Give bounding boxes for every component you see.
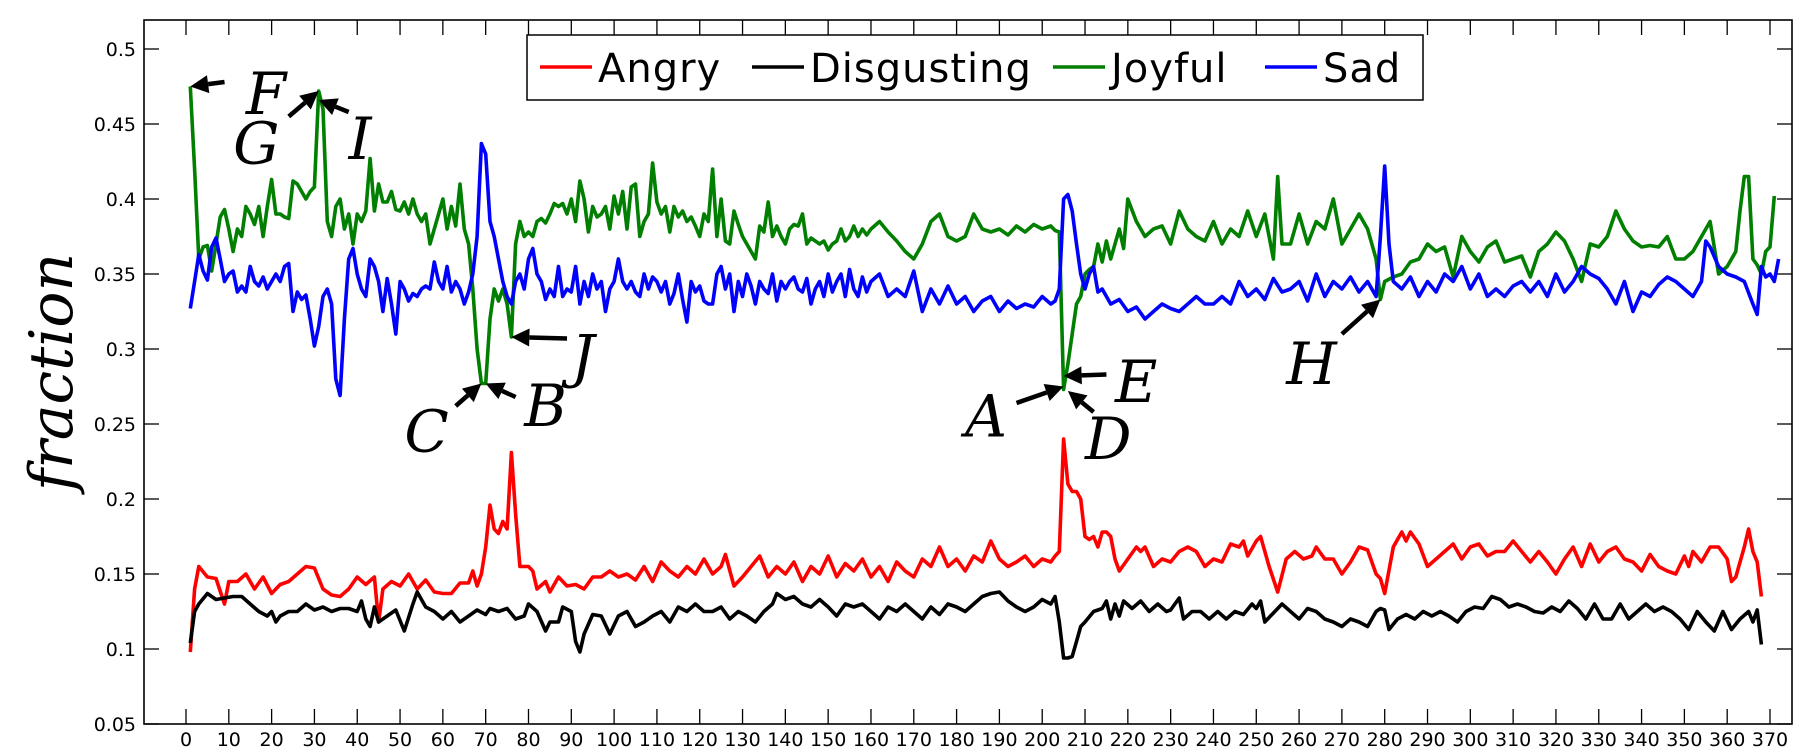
x-tick-label: 240 <box>1195 729 1231 749</box>
x-tick-label: 110 <box>639 729 675 749</box>
annotation-label-i: I <box>348 105 373 173</box>
x-tick-label: 230 <box>1153 729 1189 749</box>
x-tick-label: 10 <box>217 729 241 749</box>
y-tick-label: 0.15 <box>94 564 136 586</box>
x-tick-label: 70 <box>474 729 498 749</box>
x-tick-label: 80 <box>516 729 540 749</box>
legend: Angry Disgusting Joyful Sad <box>526 34 1424 101</box>
x-tick-label: 150 <box>810 729 846 749</box>
x-tick-label: 60 <box>431 729 455 749</box>
x-tick-label: 340 <box>1623 729 1659 749</box>
x-tick-label: 20 <box>260 729 284 749</box>
x-tick-label: 50 <box>388 729 412 749</box>
x-tick-label: 310 <box>1495 729 1531 749</box>
y-axis-ticks: 0.05 0.1 0.15 0.2 0.25 0.3 0.35 0.4 0.45 0.5 <box>94 39 1792 736</box>
annotation-label-b: B <box>523 372 567 440</box>
arrow-head-icon <box>318 98 339 116</box>
annotation-arrow <box>454 393 470 408</box>
annotation-arrow <box>1015 390 1048 406</box>
annotation-label-f: F <box>245 60 288 128</box>
x-tick-label: 90 <box>559 729 583 749</box>
x-tick-label: 260 <box>1281 729 1317 749</box>
x-tick-label: 280 <box>1367 729 1403 749</box>
y-tick-label: 0.1 <box>106 639 136 661</box>
y-tick-label: 0.2 <box>106 489 136 511</box>
annotation-label-a: A <box>960 383 1007 451</box>
y-axis-label: fraction <box>17 253 87 495</box>
x-tick-label: 130 <box>724 729 760 749</box>
arrow-head-icon <box>299 91 319 110</box>
x-tick-label: 100 <box>596 729 632 749</box>
x-tick-label: 180 <box>938 729 974 749</box>
annotation-arrow <box>287 100 307 119</box>
x-tick-label: 200 <box>1024 729 1060 749</box>
annotation-label-c: C <box>404 398 448 466</box>
x-tick-label: 330 <box>1581 729 1617 749</box>
annotation-label-h: H <box>1285 330 1338 398</box>
x-tick-label: 370 <box>1752 729 1788 749</box>
arrow-head-icon <box>485 382 506 400</box>
annotation-arrow <box>1340 309 1369 336</box>
x-tick-label: 220 <box>1110 729 1146 749</box>
series-disgusting <box>188 590 1764 660</box>
arrow-head-icon <box>1067 391 1088 410</box>
x-tick-label: 320 <box>1538 729 1574 749</box>
y-tick-label: 0.25 <box>94 414 136 436</box>
x-tick-label: 270 <box>1324 729 1360 749</box>
x-tick-label: 40 <box>345 729 369 749</box>
plot-frame <box>143 19 1793 725</box>
annotation-arrow <box>334 104 350 115</box>
arrow-head-icon <box>511 328 530 347</box>
y-tick-label: 0.4 <box>106 189 136 211</box>
y-tick-label: 0.3 <box>106 339 136 361</box>
series-sad <box>188 141 1781 398</box>
axes-frame <box>143 19 1793 725</box>
x-tick-label: 300 <box>1452 729 1488 749</box>
x-tick-label: 250 <box>1238 729 1274 749</box>
y-tick-label: 0.45 <box>94 114 136 136</box>
arrow-head-icon <box>1063 366 1082 385</box>
annotations: FG IJC B EA DH <box>190 60 1381 473</box>
x-tick-label: 360 <box>1709 729 1745 749</box>
annotation-arrow <box>207 79 225 87</box>
series-lines <box>188 86 1781 660</box>
series-angry <box>188 437 1764 653</box>
x-tick-label: 140 <box>767 729 803 749</box>
x-axis-ticks: 0 10 20 30 40 50 60 70 80 90 100 110 120 130 140 150 160… <box>180 20 1788 749</box>
x-tick-label: 210 <box>1067 729 1103 749</box>
legend-label-angry: Angry <box>598 46 721 92</box>
annotation-arrow <box>1081 372 1107 378</box>
arrow-head-icon <box>190 75 210 94</box>
annotation-label-e: E <box>1114 348 1157 416</box>
legend-label-disgusting: Disgusting <box>810 46 1032 92</box>
x-tick-label: 290 <box>1409 729 1445 749</box>
arrow-head-icon <box>1043 383 1064 401</box>
y-tick-label: 0.5 <box>106 39 136 61</box>
annotation-arrow <box>1080 400 1096 414</box>
arrow-head-icon <box>1361 299 1381 319</box>
x-tick-label: 0 <box>180 729 192 749</box>
y-tick-label: 0.35 <box>94 264 136 286</box>
legend-label-sad: Sad <box>1323 46 1401 92</box>
arrow-head-icon <box>461 383 482 403</box>
annotation-label-g: G <box>233 110 279 178</box>
x-tick-label: 160 <box>853 729 889 749</box>
annotation-label-d: D <box>1084 405 1132 473</box>
x-tick-label: 170 <box>896 729 932 749</box>
annotation-arrow <box>501 388 517 400</box>
y-tick-label: 0.05 <box>94 714 136 736</box>
series-joyful <box>188 86 1777 392</box>
annotation-arrow <box>529 335 568 341</box>
x-tick-label: 120 <box>682 729 718 749</box>
legend-label-joyful: Joyful <box>1108 46 1228 92</box>
x-tick-label: 350 <box>1666 729 1702 749</box>
x-tick-label: 190 <box>981 729 1017 749</box>
x-tick-label: 30 <box>302 729 326 749</box>
